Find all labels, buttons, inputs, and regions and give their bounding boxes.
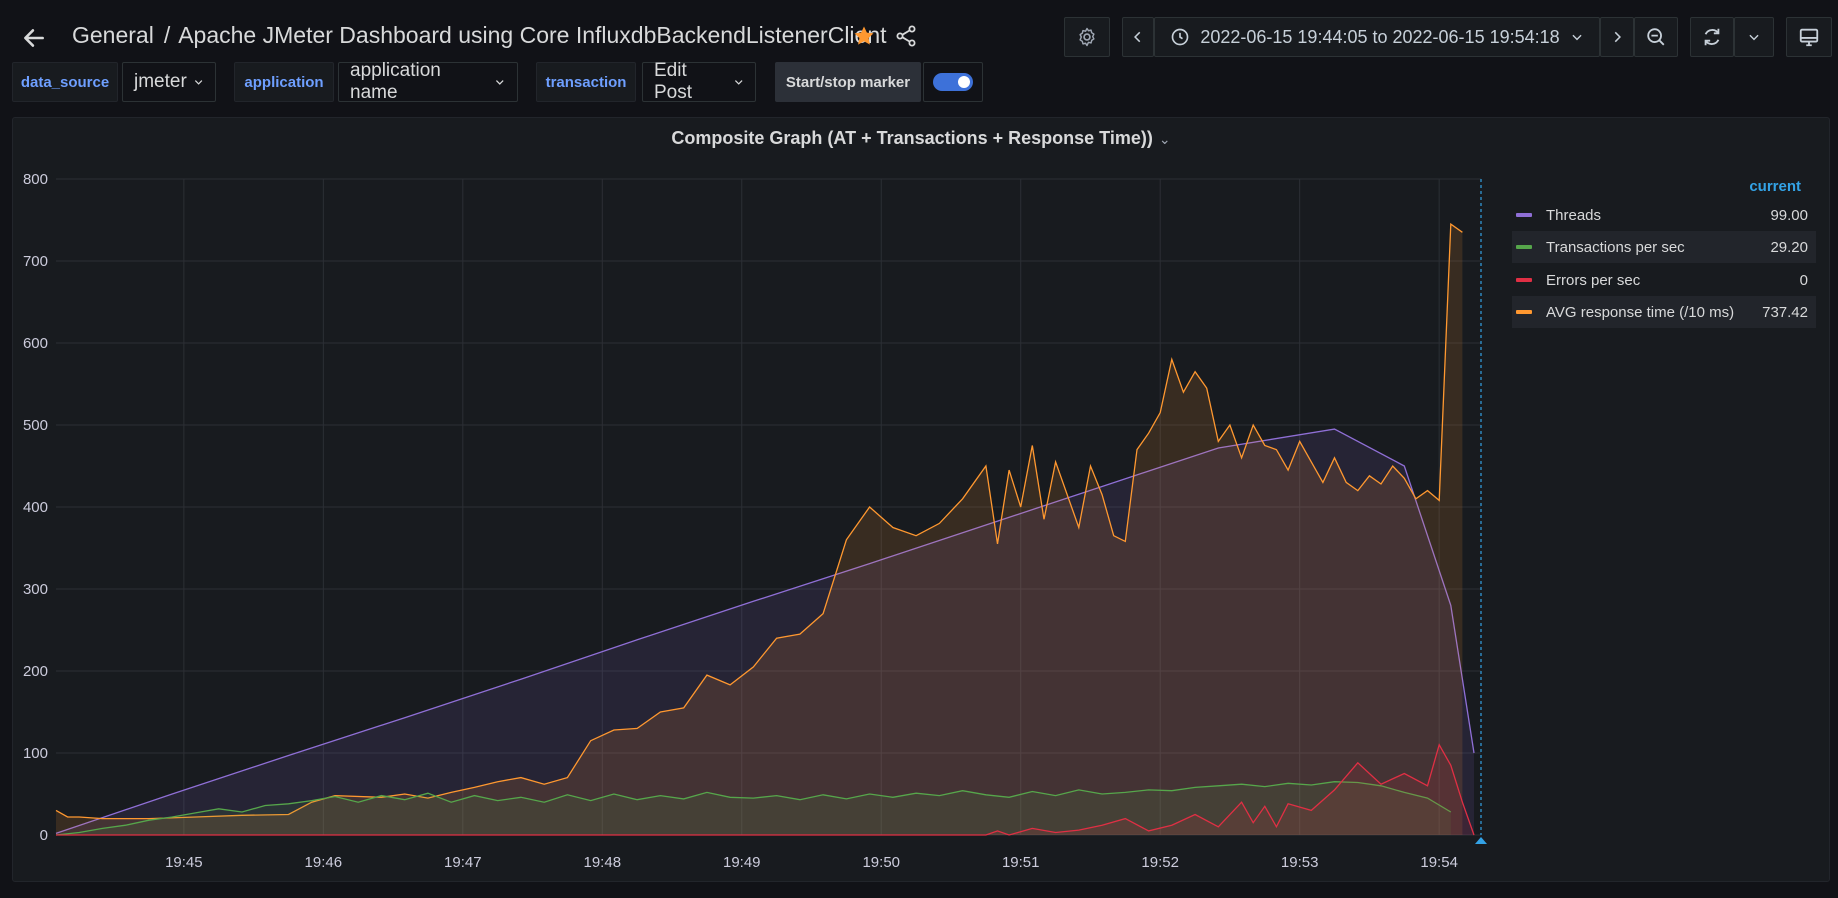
end-marker-triangle [1475,837,1487,844]
time-range-picker[interactable]: 2022-06-15 19:44:05 to 2022-06-15 19:54:… [1154,17,1600,57]
y-tick-label: 100 [23,745,48,762]
series-line-threads [55,428,1475,835]
top-nav: General / Apache JMeter Dashboard using … [0,0,1838,70]
legend-item-name: Threads [1546,206,1602,224]
star-icon [854,26,874,45]
chevron-down-icon [1749,34,1759,41]
legend-item-response-time[interactable]: AVG response time (/10 ms) 737.42 [1512,296,1816,328]
panel-title: Composite Graph (AT + Transactions + Res… [671,128,1153,148]
x-tick-label: 19:52 [1141,854,1179,871]
legend-swatch [1516,310,1532,314]
composite-graph-chart[interactable]: 0 100 200 300 400 500 600 700 800 19:45 19:46 19:47… [0,0,1510,898]
time-range-label: 2022-06-15 19:44:05 to 2022-06-15 19:54:… [1200,26,1560,47]
series-area-threads [56,429,1474,835]
dashboard-title[interactable]: Apache JMeter Dashboard using Core Influ… [178,22,887,48]
x-tick-label: 19:54 [1420,854,1458,871]
variable-label-transaction: transaction [536,62,636,102]
x-tick-label: 19:49 [723,854,761,871]
legend-header-current[interactable]: current [1749,178,1801,195]
start-stop-marker-label: Start/stop marker [775,62,921,102]
series-line-avg-response-time-ms- [55,222,1463,820]
legend-item-transactions[interactable]: Transactions per sec 29.20 [1512,231,1816,263]
gear-icon [1079,27,1095,47]
series-line-errors-per-sec [56,743,1475,836]
x-tick-label: 19:50 [862,854,900,871]
x-tick-label: 19:47 [444,854,482,871]
refresh-button[interactable] [1690,17,1734,57]
x-tick-label: 19:51 [1002,854,1040,871]
legend-item-name: AVG response time (/10 ms) [1546,303,1735,321]
toggle-switch [933,73,973,91]
breadcrumb-separator: / [163,22,171,48]
back-button[interactable] [14,18,54,58]
chevron-down-icon [1572,34,1582,41]
variable-label-data-source: data_source [12,62,118,102]
legend-item-value: 0 [1799,271,1808,289]
y-tick-label: 500 [23,417,48,434]
time-range-forward-button[interactable] [1600,17,1634,57]
series-line-transactions-per-sec [55,781,1452,836]
monitor-icon [1799,28,1819,47]
zoom-out-button[interactable] [1634,17,1678,57]
share-icon [896,25,916,47]
legend-item-value: 99.00 [1770,206,1808,224]
x-tick-label: 19:48 [584,854,622,871]
variable-value-transaction: Edit Post [654,60,693,103]
legend-item-errors[interactable]: Errors per sec 0 [1512,264,1816,296]
series-area-avg-response-time-ms- [56,224,1463,836]
legend-item-value: 29.20 [1770,238,1808,256]
star-button[interactable] [852,24,876,53]
zoom-out-icon [1647,28,1665,46]
panel-title-button[interactable]: Composite Graph (AT + Transactions + Res… [13,128,1829,149]
share-button[interactable] [894,24,918,53]
arrow-left-icon [24,29,44,47]
breadcrumb-folder[interactable]: General [72,22,154,48]
chevron-down-icon [194,80,203,85]
legend-item-name: Transactions per sec [1546,238,1685,256]
toggle-knob [958,76,970,88]
legend-swatch [1516,213,1532,217]
y-tick-label: 200 [23,663,48,680]
y-tick-label: 700 [23,253,48,270]
y-tick-label: 400 [23,499,48,516]
y-tick-label: 300 [23,581,48,598]
y-tick-label: 600 [23,335,48,352]
settings-button[interactable] [1064,17,1110,57]
variable-value-data-source: jmeter [134,71,187,92]
refresh-icon [1704,28,1720,46]
legend-item-value: 737.42 [1762,303,1808,321]
breadcrumb: General / Apache JMeter Dashboard using … [72,22,887,49]
legend-item-threads[interactable]: Threads 99.00 [1512,199,1816,231]
y-tick-label: 800 [23,171,48,188]
chevron-down-icon: ⌄ [1158,131,1171,147]
variable-select-application[interactable]: application name [338,60,518,103]
variable-value-application: application name [350,60,441,103]
time-range-back-button[interactable] [1122,17,1154,57]
start-stop-marker-toggle[interactable] [923,62,983,102]
x-tick-label: 19:53 [1281,854,1319,871]
y-tick-label: 0 [40,827,48,844]
variable-label-application: application [234,62,334,102]
chevron-right-icon [1614,31,1621,43]
x-tick-label: 19:45 [165,854,203,871]
legend-swatch [1516,278,1532,282]
x-tick-label: 19:46 [305,854,343,871]
variable-select-data-source[interactable]: jmeter [122,62,216,102]
refresh-interval-dropdown[interactable] [1734,17,1774,57]
series-area-errors-per-sec [56,744,1474,835]
chevron-down-icon [734,80,743,85]
chevron-left-icon [1134,31,1141,43]
clock-icon [1172,28,1189,46]
tv-mode-button[interactable] [1786,17,1832,57]
chevron-down-icon [496,80,505,85]
legend-swatch [1516,245,1532,249]
legend-item-name: Errors per sec [1546,271,1641,289]
variable-select-transaction[interactable]: Edit Post [642,60,756,103]
series-area-transactions-per-sec [56,781,1451,835]
